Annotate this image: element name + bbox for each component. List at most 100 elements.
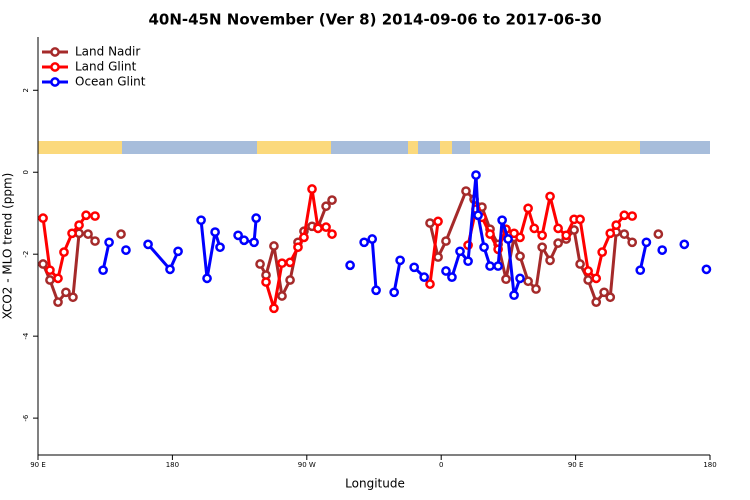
point [90,236,100,246]
point [657,245,668,255]
point [553,238,563,248]
point [196,215,206,226]
point [285,257,295,268]
point [299,232,309,243]
point [591,297,602,307]
point [605,292,616,303]
point [575,259,585,269]
point [38,259,48,269]
point [371,285,381,296]
point [701,264,712,275]
point [503,234,513,244]
point [501,274,511,285]
point [627,211,638,221]
legend-label: Ocean Glint [75,75,146,89]
point [121,245,131,255]
point [529,223,540,234]
point [605,228,616,239]
point [419,272,430,282]
point [143,239,153,250]
point [277,258,287,269]
legend-marker [50,77,60,87]
point [321,222,331,232]
point [523,203,533,214]
point [38,213,48,223]
point [409,262,420,273]
y-axis-title: XCO2 - MLO trend (ppm) [1,173,15,320]
point [74,220,84,230]
point [627,237,638,248]
point [597,247,608,257]
point [441,236,451,246]
point [173,246,183,257]
point [345,260,355,271]
point [569,225,579,235]
point [531,284,541,294]
legend-marker [50,47,60,57]
point [479,242,489,253]
point [463,256,473,267]
x-tick-label: 180 [166,461,179,469]
point [277,291,287,301]
point [599,287,609,298]
x-tick-label: 90 W [298,461,316,469]
land-strip [257,141,331,154]
x-tick-label: 90 E [568,461,584,469]
legend-label: Land Glint [75,60,137,74]
y-tick-label: -4 [22,332,30,340]
point [81,210,91,221]
point [537,230,547,241]
point [389,287,400,298]
point [53,273,63,284]
y-tick-label: -6 [22,414,30,422]
point [653,229,664,239]
point [493,261,503,271]
point [53,297,63,307]
point [515,273,525,284]
point [545,255,555,266]
point [367,234,378,244]
point [433,252,443,262]
point [545,191,555,202]
point [455,246,465,257]
point [485,229,495,239]
land-strip [440,141,452,154]
y-tick-label: -2 [22,251,30,258]
point [202,273,212,284]
point [215,242,225,253]
point [515,251,525,262]
point [45,275,55,285]
point [68,292,78,303]
point [255,259,265,269]
point [98,265,108,276]
point [561,230,572,241]
point [104,237,114,248]
legend-marker [50,62,60,72]
point [313,223,323,234]
point [395,255,405,266]
point [90,211,100,221]
series-line [41,188,633,309]
point [293,242,303,253]
point [307,184,317,194]
point [485,261,495,271]
land-strip [470,141,640,154]
y-tick-label: 2 [22,88,30,92]
legend-label: Land Nadir [75,45,140,59]
point [679,239,690,250]
point [359,237,369,248]
point [249,237,259,248]
point [641,237,652,248]
point [210,227,220,237]
point [321,201,331,212]
point [59,247,69,257]
point [327,229,337,239]
point [497,215,507,226]
point [269,303,279,314]
point [515,232,525,243]
point [251,213,262,223]
point [425,279,435,289]
point [447,272,457,282]
land-mask [38,141,710,154]
